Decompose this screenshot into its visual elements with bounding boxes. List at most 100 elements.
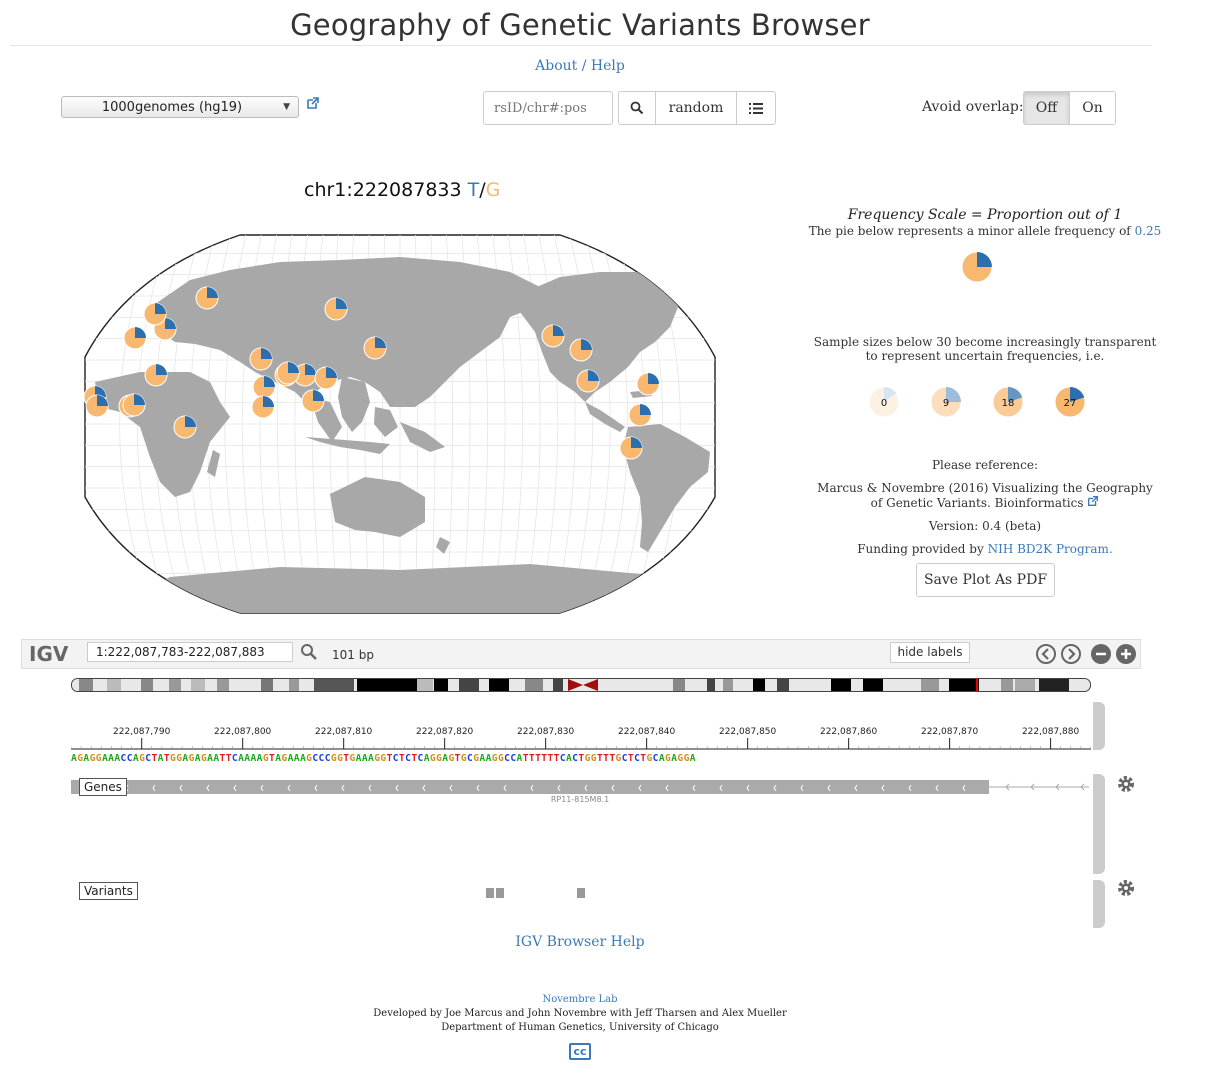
ruler-tick-label: 222,087,820 [416,727,474,737]
derived-allele: G [485,179,501,201]
igv-ruler [71,738,1091,750]
sample-size-note: Sample sizes below 30 become increasingl… [810,335,1160,363]
ruler-tick-label: 222,087,810 [315,727,373,737]
sample-size-number: 18 [1002,398,1015,409]
search-button[interactable] [618,91,656,125]
sample-size-text: Sample sizes below 30 become increasingl… [813,335,1157,363]
random-button[interactable]: random [655,91,737,125]
hide-labels-button[interactable]: hide labels [890,642,970,663]
pop-bengali[interactable] [293,363,317,387]
legend-pie-desc: The pie below represents a minor allele … [800,224,1170,238]
pop-iberia[interactable] [123,326,147,350]
sample-pie-9[interactable] [930,386,962,418]
page-title: Geography of Genetic Variants Browser [290,8,870,42]
gene-feature[interactable] [71,780,989,794]
legend-title: Frequency Scale = Proportion out of 1 [847,207,1123,223]
title-divider [10,45,1152,46]
world-map[interactable] [80,232,720,616]
pop-colombia[interactable] [628,403,652,427]
pop-peru[interactable] [619,436,643,460]
search-input[interactable] [483,91,613,125]
legend-example-pie [961,251,993,283]
pop-finland[interactable] [195,286,219,310]
avoid-overlap-on-button[interactable]: On [1069,91,1116,125]
chromosome-ideogram[interactable] [71,678,1091,692]
sample-size-pies: 0 9 18 27 [868,386,1086,418]
sample-size-number: 0 [881,398,887,409]
variant-title: chr1:222087833 T/G [304,179,500,201]
sample-pie-18[interactable] [992,386,1024,418]
pop-han-north[interactable] [324,297,348,321]
pop-mexico[interactable] [541,324,565,348]
ruler-tick-label: 222,087,870 [920,727,979,737]
list-button[interactable] [736,91,776,125]
ancestral-allele: T [467,179,480,201]
pop-japan[interactable] [363,336,387,360]
legend-pie[interactable] [961,251,993,283]
gene-strand-arrows [98,784,966,792]
dataset-select[interactable]: 1000genomes (hg19) ▼ [61,96,299,118]
pop-punjabi[interactable] [249,347,273,371]
sample-pie-27[interactable] [1054,386,1086,418]
zoom-in-icon[interactable] [1114,643,1138,665]
gear-icon[interactable] [1116,774,1136,794]
reference-sequence: AGAGGAAACCAGCTATGGAGAGAATTCAAAAGTAGAAAGC… [71,753,696,764]
reference-heading: Please reference: [931,458,1039,472]
pop-dai[interactable] [276,361,300,385]
variant-marker[interactable] [577,888,585,898]
ruler-tick-label: 222,087,850 [718,727,777,737]
gene-name-label: RP11-815M8.1 [550,795,610,804]
pop-britain[interactable] [144,363,168,387]
gene-intron-line [989,783,1089,791]
igv-bp-label: 101 bp [332,648,374,662]
pop-han-south[interactable] [314,366,338,390]
pop-mende[interactable] [85,394,109,418]
ruler-tick-label: 222,087,880 [1021,727,1080,737]
ruler-tick-label: 222,087,860 [819,727,878,737]
list-icon [749,103,763,114]
pop-puerto-rico[interactable] [636,372,660,396]
population-pies [83,286,660,460]
lab-link[interactable]: Novembre Lab [542,994,618,1005]
scrollbar[interactable] [1093,880,1105,928]
gear-icon[interactable] [1116,878,1136,898]
footer: Novembre Lab Developed by Joe Marcus and… [0,993,1160,1060]
reference-citation: Marcus & Novembre (2016) Visualizing the… [817,481,1153,510]
search-icon[interactable] [300,643,318,661]
creative-commons-icon[interactable]: cc [569,1043,591,1060]
pop-gujarati[interactable] [252,375,276,399]
scrollbar[interactable] [1093,774,1105,874]
sample-size-number: 27 [1064,398,1077,409]
ruler-tick-label: 222,087,830 [517,727,575,737]
zoom-out-icon[interactable] [1089,643,1113,665]
pan-right-icon[interactable] [1059,643,1083,665]
pop-acb[interactable] [576,369,600,393]
pop-luhya[interactable] [173,415,197,439]
avoid-overlap-label: Avoid overlap: [922,99,1024,115]
ruler-tick-label: 222,087,790 [113,727,171,737]
ruler-tick-label: 222,087,800 [214,727,272,737]
avoid-overlap-off-button[interactable]: Off [1023,91,1070,125]
legend-pie-value: 0.25 [1134,224,1162,238]
external-link-icon[interactable] [1087,495,1099,507]
variant-marker[interactable] [496,888,504,898]
pop-yoruba[interactable] [122,393,146,417]
igv-logo: IGV [29,642,69,666]
save-pdf-button[interactable]: Save Plot As PDF [916,563,1055,597]
variant-position: chr1:222087833 [304,179,462,201]
funding-link[interactable]: NIH BD2K Program. [987,542,1113,556]
igv-locus-input[interactable]: 1:222,087,783-222,087,883 [87,642,293,662]
sample-size-number: 9 [943,398,949,409]
pop-kinh[interactable] [301,389,325,413]
variant-marker[interactable] [486,888,494,898]
external-link-icon[interactable] [306,96,320,110]
pop-asw[interactable] [569,338,593,362]
pop-utah[interactable] [143,302,167,326]
about-help-link[interactable]: About / Help [535,58,625,74]
pop-tamil[interactable] [251,395,275,419]
pan-left-icon[interactable] [1034,643,1058,665]
igv-help-link[interactable]: IGV Browser Help [515,934,645,950]
scrollbar[interactable] [1093,702,1105,750]
legend-pie-desc-text: The pie below represents a minor allele … [808,224,1131,238]
sample-pie-0[interactable] [868,386,900,418]
